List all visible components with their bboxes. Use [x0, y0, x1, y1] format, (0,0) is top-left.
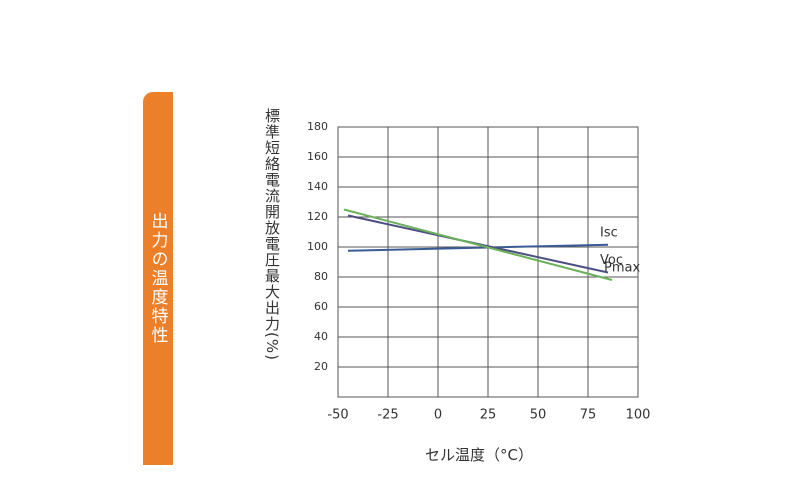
y-tick-label: 40 — [314, 330, 328, 343]
x-axis-label: セル温度（°C） — [425, 446, 533, 464]
series-label: Isc — [600, 225, 618, 240]
y-tick-label: 180 — [307, 120, 328, 133]
series-line — [343, 208, 613, 281]
series-label: Pmax — [604, 261, 640, 276]
y-axis-label: 標準短絡電流開放電圧最大出力(%) — [263, 108, 281, 361]
x-tick-label: 50 — [530, 408, 547, 423]
y-tick-label: 80 — [314, 270, 328, 283]
y-tick-label: 140 — [307, 180, 328, 193]
x-tick-label: 100 — [626, 408, 651, 423]
x-tick-label: -50 — [327, 408, 348, 423]
x-tick-label: 25 — [480, 408, 497, 423]
side-label-box: 出力の温度特性 — [143, 92, 173, 465]
series-label: Voc — [600, 253, 623, 268]
y-tick-label: 160 — [307, 150, 328, 163]
series-line — [347, 243, 609, 252]
y-tick-label: 60 — [314, 300, 328, 313]
y-tick-label: 120 — [307, 210, 328, 223]
y-tick-label: 100 — [307, 240, 328, 253]
x-tick-label: 75 — [580, 408, 597, 423]
y-tick-label: 20 — [314, 360, 328, 373]
side-label: 出力の温度特性 — [147, 212, 168, 345]
x-tick-label: -25 — [377, 408, 398, 423]
x-tick-label: 0 — [434, 408, 442, 423]
